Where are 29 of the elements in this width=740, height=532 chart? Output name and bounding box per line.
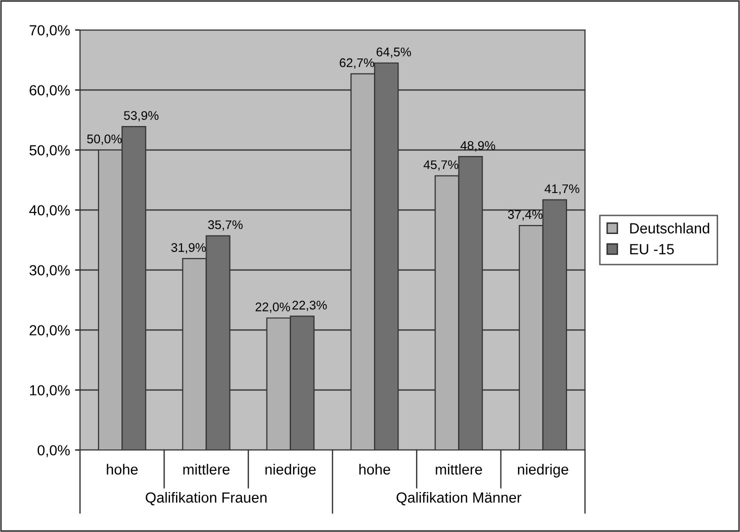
y-tick-label: 30,0%	[29, 265, 70, 278]
data-label: 41,7%	[544, 184, 580, 195]
text: Qalifikation Männer	[396, 492, 522, 506]
y-tick-label: 40,0%	[29, 205, 70, 218]
text: Qalifikation Frauen	[146, 492, 267, 506]
x-tick-label: mittlere	[436, 464, 482, 475]
data-label: 22,0%	[256, 302, 290, 313]
data-label: 22,3%	[292, 300, 327, 312]
x-tick-label: hohe	[359, 464, 390, 475]
x-tick-label: hohe	[106, 464, 138, 475]
y-tick-label: 70,0%	[30, 25, 70, 38]
data-label: 37,4%	[508, 210, 542, 220]
data-label: 62,7%	[340, 58, 374, 69]
data-label: 35,7%	[208, 220, 243, 231]
y-tick-label: 0,0%	[38, 445, 70, 458]
x-tick-label: mittlere	[183, 464, 230, 475]
x-tick-label: niedrige	[265, 464, 316, 478]
data-label: 53,9%	[124, 111, 158, 122]
data-label: 45,7%	[424, 160, 458, 171]
data-label: 48,9%	[460, 141, 496, 152]
y-tick-label: 20,0%	[30, 325, 70, 338]
data-label: 31,9%	[171, 243, 206, 254]
x-tick-label: niedrige	[518, 464, 568, 478]
legend-label: EU -15	[630, 244, 674, 254]
y-tick-label: 10,0%	[30, 385, 70, 398]
data-label: 64,5%	[376, 48, 411, 58]
legend-label: Deutschland	[630, 222, 710, 234]
y-tick-label: 60,0%	[30, 85, 70, 98]
y-tick-label: 50,0%	[30, 145, 70, 158]
